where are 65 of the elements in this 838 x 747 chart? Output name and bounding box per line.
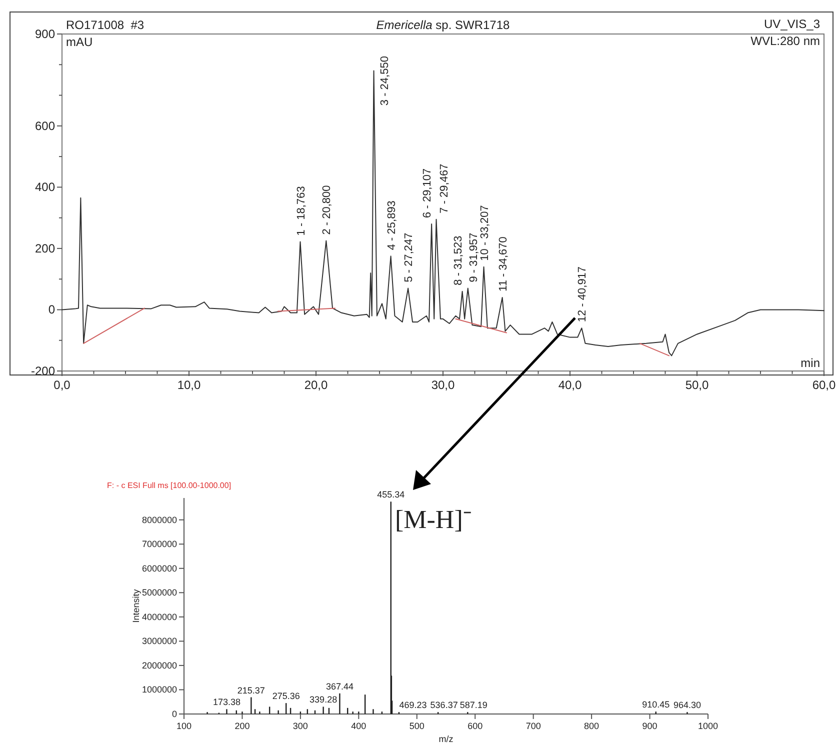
annotation: 587.19 bbox=[460, 700, 488, 710]
y-axis-title: Intensity bbox=[131, 588, 141, 623]
y-tick-label: 4000000 bbox=[142, 612, 177, 622]
x-tick-label: 300 bbox=[292, 721, 308, 731]
x-tick-label: 200 bbox=[234, 721, 250, 731]
annotation: 455.34 bbox=[377, 490, 405, 500]
annotation: 11 - 34,670 bbox=[497, 236, 510, 292]
y-tick-label: 6000000 bbox=[142, 563, 177, 574]
annotation: 1 - 18,763 bbox=[295, 186, 308, 236]
annotation: 3 - 24,550 bbox=[378, 56, 391, 106]
annotation: 6 - 29,107 bbox=[422, 168, 434, 218]
y-tick-label: 7000000 bbox=[142, 539, 177, 550]
annotation: 367.44 bbox=[326, 681, 354, 692]
x-tick-label: 20,0 bbox=[304, 378, 328, 392]
y-tick-label: -200 bbox=[30, 364, 56, 378]
annotation: 173.38 bbox=[212, 697, 240, 708]
x-tick-label: 500 bbox=[409, 721, 424, 731]
x-tick-label: 50,0 bbox=[685, 378, 709, 392]
y-axis-title: mAU bbox=[66, 35, 93, 49]
annotation: 5 - 27,247 bbox=[403, 232, 416, 282]
annotation: 9 - 31,957 bbox=[468, 232, 480, 282]
annotation: 339.28 bbox=[310, 694, 338, 705]
annotation: WVL:280 nm bbox=[750, 34, 820, 48]
x-tick-label: 40,0 bbox=[558, 378, 582, 392]
chart-title: Emericella sp. SWR1718 bbox=[376, 18, 510, 32]
x-tick-label: 100 bbox=[176, 721, 192, 731]
y-tick-label: 3000000 bbox=[142, 636, 177, 646]
x-tick-label: 600 bbox=[468, 721, 483, 731]
annotation: 2 - 20,800 bbox=[321, 185, 334, 235]
annotation: 7 - 29,467 bbox=[438, 164, 450, 214]
annotation: 12 - 40,917 bbox=[576, 266, 589, 322]
x-tick-label: 900 bbox=[642, 721, 658, 731]
text: UV_VIS_3 bbox=[764, 17, 820, 31]
annotation: 10 - 33,207 bbox=[478, 205, 491, 261]
x-tick-label: 400 bbox=[351, 721, 366, 731]
y-tick-label: 1000000 bbox=[142, 684, 177, 695]
annotation: 964.30 bbox=[673, 700, 701, 710]
x-tick-label: 700 bbox=[526, 721, 541, 731]
y-tick-label: 5000000 bbox=[142, 588, 177, 598]
x-tick-label: 0,0 bbox=[54, 378, 71, 392]
annotation: 275.36 bbox=[272, 691, 300, 702]
annotation: 4 - 25,893 bbox=[386, 200, 398, 250]
annotation: 215.37 bbox=[237, 685, 265, 696]
x-axis-title: min bbox=[800, 356, 820, 370]
x-tick-label: 10,0 bbox=[177, 378, 201, 392]
y-tick-label: 400 bbox=[34, 180, 56, 194]
chart-title: F: - c ESI Full ms [100.00-1000.00] bbox=[107, 481, 232, 490]
x-tick-label: 1000 bbox=[698, 721, 718, 731]
x-tick-label: 60,0 bbox=[812, 378, 836, 392]
text: RO171008 #3 bbox=[66, 18, 144, 32]
annotation: 536.37 bbox=[430, 700, 458, 710]
x-tick-label: 30,0 bbox=[431, 378, 455, 392]
y-tick-label: 0 bbox=[48, 302, 56, 317]
y-tick-label: 600 bbox=[34, 118, 56, 133]
y-tick-label: 200 bbox=[34, 241, 56, 256]
y-tick-label: 0 bbox=[172, 709, 177, 719]
annotation: 469.23 bbox=[399, 700, 427, 710]
annotation: 8 - 31,523 bbox=[452, 236, 464, 286]
annotation: 910.45 bbox=[642, 700, 670, 710]
annotation: [M-H]⁻ bbox=[395, 505, 472, 534]
y-tick-label: 2000000 bbox=[142, 660, 177, 670]
x-tick-label: 800 bbox=[584, 721, 600, 731]
y-tick-label: 8000000 bbox=[142, 514, 177, 525]
x-axis-title: m/z bbox=[438, 734, 454, 744]
y-tick-label: 900 bbox=[34, 27, 56, 41]
